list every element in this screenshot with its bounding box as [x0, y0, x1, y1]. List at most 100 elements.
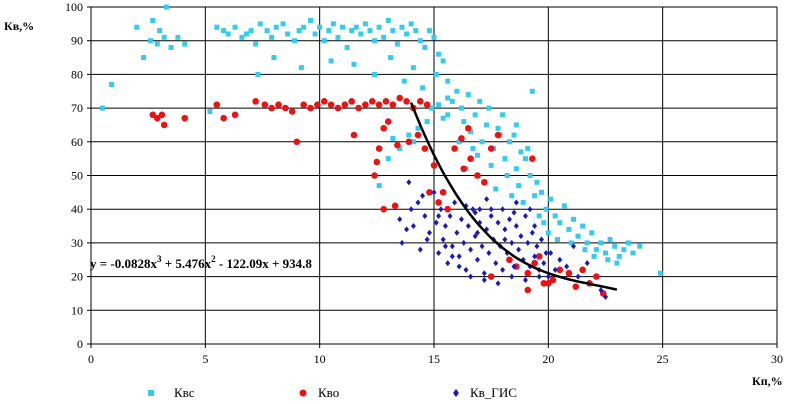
- point-kvo: [451, 145, 458, 152]
- point-kv-gis: [481, 276, 487, 283]
- point-kvs: [536, 213, 542, 219]
- point-kvo: [426, 189, 433, 196]
- point-kvo: [261, 101, 269, 109]
- point-kv-gis: [532, 223, 538, 230]
- point-kv-gis: [426, 229, 432, 236]
- point-kvs: [488, 162, 494, 168]
- point-kvs: [335, 34, 341, 40]
- x-tick-labels: 0 5 10 15 20 25 30: [88, 352, 783, 366]
- point-kvo: [540, 280, 548, 287]
- point-kvo: [391, 202, 399, 210]
- series-kvs: [99, 4, 663, 276]
- point-kvs: [175, 34, 181, 40]
- point-kvo: [181, 114, 189, 122]
- point-kvo: [368, 98, 376, 105]
- point-kv-gis: [408, 206, 414, 213]
- y-tick-label: 70: [71, 101, 83, 115]
- point-kvo: [403, 98, 410, 105]
- point-kv-gis: [495, 219, 501, 226]
- point-kvs: [312, 31, 318, 37]
- y-tick-label: 60: [71, 135, 83, 149]
- point-kvs: [410, 139, 416, 145]
- point-kvs: [397, 146, 403, 152]
- point-kvs: [321, 38, 327, 44]
- point-kv-gis: [456, 253, 462, 260]
- point-kvs: [273, 24, 279, 30]
- trendline-group: [409, 102, 618, 291]
- point-kvo: [327, 101, 335, 109]
- point-kvo: [405, 138, 413, 146]
- point-kvs: [367, 28, 373, 34]
- point-kvs: [584, 240, 590, 246]
- legend-marker-kvo: [299, 389, 307, 397]
- point-kv-gis: [545, 273, 551, 280]
- point-kvs: [255, 71, 261, 77]
- point-kv-gis: [509, 273, 515, 280]
- point-kvs: [527, 173, 533, 178]
- point-kvo: [460, 165, 468, 173]
- point-kvs: [621, 247, 627, 253]
- point-kvo: [307, 104, 314, 112]
- point-kvs: [433, 71, 439, 77]
- point-kv-gis: [461, 239, 467, 246]
- point-kv-gis: [500, 206, 506, 213]
- point-kv-gis: [495, 280, 501, 287]
- point-kvs: [589, 230, 595, 236]
- data-points: [99, 4, 663, 300]
- y-tick-label: 80: [71, 67, 83, 81]
- point-kv-gis: [433, 219, 439, 226]
- point-kvo: [439, 189, 447, 196]
- point-kv-gis: [538, 236, 544, 243]
- point-kvs: [141, 55, 147, 61]
- point-kvs: [221, 28, 227, 34]
- point-kvs: [440, 58, 446, 64]
- point-kvo: [375, 101, 383, 109]
- equation-mid: + 5.476x: [162, 256, 212, 271]
- point-kv-gis: [557, 256, 563, 263]
- point-kvs: [504, 173, 510, 178]
- point-kvo: [334, 104, 342, 112]
- point-kvs: [614, 260, 620, 266]
- point-kv-gis: [436, 250, 442, 257]
- point-kvo: [481, 178, 488, 186]
- point-kvs: [591, 253, 597, 259]
- point-kvs: [500, 112, 506, 118]
- y-tick-label: 30: [71, 236, 83, 250]
- point-kvs: [399, 24, 405, 30]
- point-kvo: [371, 172, 378, 179]
- point-kvs: [465, 92, 471, 98]
- point-kvs: [422, 44, 428, 50]
- point-kvs: [239, 34, 245, 40]
- point-kvo: [435, 199, 442, 206]
- point-kvo: [474, 172, 481, 179]
- point-kv-gis: [532, 253, 538, 260]
- point-kvs: [394, 41, 400, 47]
- point-kv-gis: [529, 229, 535, 236]
- point-kvo: [572, 283, 580, 291]
- point-kvo: [423, 101, 431, 109]
- grid-lines: [90, 6, 778, 345]
- point-kv-gis: [410, 223, 416, 230]
- x-tick-label: 30: [771, 352, 783, 366]
- point-kv-gis: [452, 199, 458, 206]
- point-kvs: [388, 55, 394, 61]
- trendline-equation: y = -0.0828x3 + 5.476x2 - 122.09x + 934.…: [90, 254, 312, 271]
- point-kv-gis: [472, 209, 478, 216]
- point-kvs: [598, 240, 604, 246]
- point-kvs: [340, 24, 346, 30]
- point-kvs: [509, 193, 515, 199]
- point-kvs: [454, 88, 460, 94]
- point-kv-gis: [525, 239, 531, 246]
- point-kvs: [264, 28, 270, 34]
- point-kvs: [404, 31, 410, 37]
- point-kvs: [534, 179, 540, 185]
- point-kvo: [556, 266, 564, 274]
- point-kvo: [531, 259, 538, 267]
- point-kvs: [362, 21, 368, 27]
- point-kv-gis: [465, 223, 471, 230]
- point-kv-gis: [468, 246, 474, 253]
- x-tick-label: 15: [428, 352, 440, 366]
- point-kv-gis: [438, 206, 444, 213]
- point-kv-gis: [415, 199, 421, 206]
- point-kvo: [355, 104, 362, 112]
